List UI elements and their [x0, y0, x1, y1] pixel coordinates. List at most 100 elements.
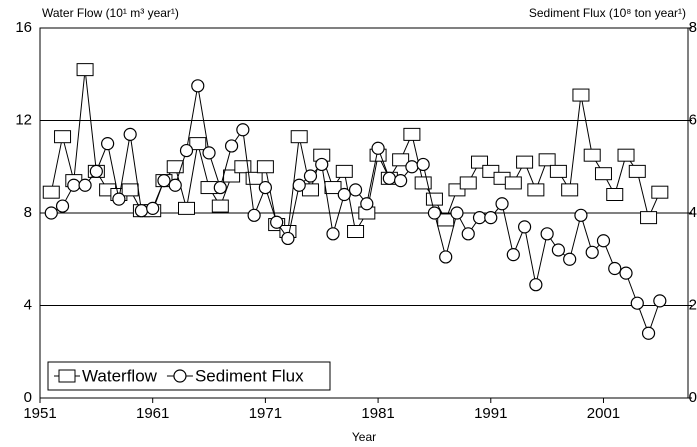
marker-circle: [213, 180, 227, 195]
y2-tick-label: 2: [689, 296, 697, 313]
marker-square: [549, 164, 567, 178]
y-tick-label: 16: [15, 19, 32, 36]
x-tick-label: 2001: [587, 405, 620, 422]
marker-circle: [517, 220, 532, 234]
marker-circle: [608, 261, 622, 276]
marker-circle: [78, 178, 92, 192]
marker-circle: [585, 245, 599, 259]
y2-tick-label: 6: [689, 111, 697, 128]
marker-square: [121, 183, 139, 197]
marker-circle: [202, 146, 216, 160]
marker-circle: [540, 227, 554, 241]
marker-circle: [630, 296, 644, 310]
marker-circle: [506, 248, 520, 262]
y-tick-label: 12: [15, 111, 32, 128]
legend-label: Waterflow: [82, 366, 158, 385]
marker-square: [425, 192, 443, 206]
marker-square: [76, 63, 94, 77]
marker-circle: [89, 164, 103, 178]
marker-circle: [281, 231, 295, 246]
marker-circle: [563, 252, 577, 266]
marker-circle: [495, 197, 509, 211]
marker-circle: [191, 79, 205, 93]
marker-circle: [641, 326, 656, 340]
marker-circle: [67, 178, 81, 192]
marker-circle: [247, 208, 261, 222]
marker-square: [527, 183, 545, 197]
marker-circle: [270, 215, 284, 229]
y2-tick-label: 8: [689, 19, 697, 36]
marker-square: [516, 155, 534, 169]
marker-circle: [123, 127, 137, 141]
marker-circle: [574, 208, 588, 222]
marker-circle: [619, 266, 633, 280]
marker-circle: [168, 178, 182, 192]
x-tick-label: 1961: [136, 405, 169, 422]
marker-square: [628, 164, 646, 178]
y2-tick-label: 0: [689, 389, 697, 406]
marker-circle: [292, 178, 306, 192]
marker-square: [640, 211, 658, 225]
x-tick-label: 1981: [361, 405, 394, 422]
marker-square: [594, 167, 612, 181]
marker-square: [561, 183, 579, 197]
marker-square: [459, 176, 477, 190]
marker-circle: [371, 141, 385, 155]
marker-circle: [173, 369, 187, 383]
marker-circle: [157, 174, 171, 188]
x-tick-label: 1971: [249, 405, 282, 422]
marker-square: [572, 88, 590, 102]
marker-square: [504, 176, 522, 190]
marker-circle: [394, 174, 408, 188]
marker-square: [58, 369, 76, 383]
marker-circle: [101, 137, 115, 151]
marker-circle: [55, 199, 70, 213]
marker-circle: [416, 157, 430, 172]
marker-circle: [405, 160, 419, 174]
marker-circle: [360, 197, 374, 211]
x-tick-label: 1951: [23, 405, 56, 422]
marker-square: [437, 213, 455, 227]
legend-label: Sediment Flux: [195, 366, 304, 385]
marker-square: [178, 201, 196, 215]
y2-axis-label: Sediment Flux (10⁸ ton year¹): [529, 6, 686, 20]
marker-square: [617, 148, 635, 162]
marker-square: [606, 188, 624, 201]
marker-square: [42, 185, 60, 199]
marker-circle: [258, 180, 272, 195]
marker-circle: [337, 187, 351, 202]
marker-circle: [551, 243, 566, 257]
marker-circle: [484, 211, 498, 225]
marker-square: [211, 199, 229, 213]
marker-square: [335, 164, 353, 178]
marker-square: [583, 148, 601, 162]
marker-square: [347, 225, 365, 238]
marker-circle: [44, 206, 58, 220]
marker-circle: [179, 143, 194, 158]
y-tick-label: 8: [24, 204, 32, 221]
y-tick-label: 0: [24, 389, 32, 406]
marker-square: [189, 137, 207, 151]
marker-circle: [596, 234, 611, 248]
marker-circle: [382, 171, 396, 185]
marker-circle: [146, 201, 160, 215]
marker-circle: [472, 211, 487, 225]
marker-circle: [134, 204, 149, 218]
marker-circle: [439, 250, 453, 264]
marker-square: [403, 127, 421, 141]
marker-square: [54, 130, 72, 144]
marker-circle: [427, 206, 442, 220]
marker-circle: [236, 123, 250, 137]
marker-circle: [461, 227, 475, 241]
marker-square: [256, 160, 274, 174]
marker-circle: [348, 183, 363, 197]
x-axis-label: Year: [352, 430, 376, 444]
marker-circle: [224, 139, 239, 153]
y2-tick-label: 4: [689, 204, 697, 221]
marker-square: [538, 153, 556, 167]
marker-circle: [112, 192, 126, 206]
marker-circle: [529, 278, 543, 292]
marker-square: [651, 185, 669, 199]
marker-circle: [653, 294, 667, 308]
